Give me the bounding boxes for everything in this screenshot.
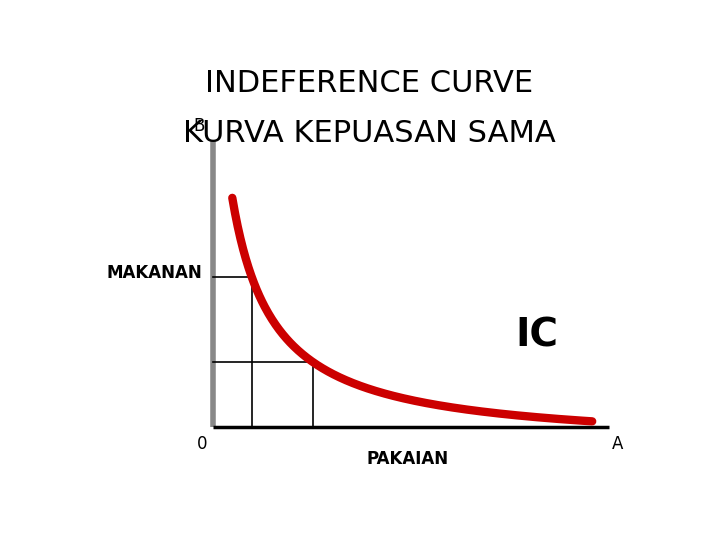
Text: MAKANAN: MAKANAN: [107, 264, 202, 282]
Text: INDEFERENCE CURVE: INDEFERENCE CURVE: [205, 69, 533, 98]
Text: IC: IC: [515, 316, 558, 354]
Text: B: B: [193, 118, 204, 136]
Text: PAKAIAN: PAKAIAN: [367, 450, 449, 468]
Text: A: A: [612, 435, 623, 453]
Text: 0: 0: [197, 435, 207, 453]
Text: KURVA KEPUASAN SAMA: KURVA KEPUASAN SAMA: [183, 119, 555, 148]
